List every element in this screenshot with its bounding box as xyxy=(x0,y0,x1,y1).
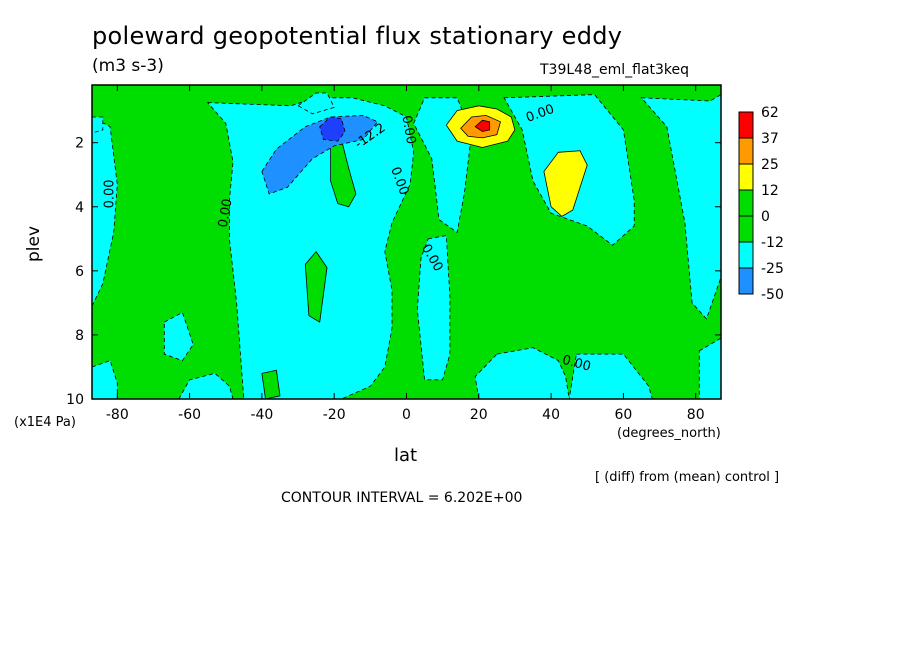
x-axis-units: (degrees_north) xyxy=(617,426,721,441)
x-axis: -80 -60 -40 -20 0 20 40 60 80 xyxy=(106,85,705,423)
x-tick-label: -80 xyxy=(106,407,129,423)
contour-region-13 xyxy=(698,337,721,399)
y-tick-label: 8 xyxy=(75,328,84,344)
x-tick-label: 60 xyxy=(614,407,632,423)
filled-contours xyxy=(92,92,721,399)
contour-region-0 xyxy=(92,116,118,307)
chart-units: (m3 s-3) xyxy=(92,56,164,76)
contour-region-16 xyxy=(261,369,281,399)
contour-region-9 xyxy=(92,360,118,399)
contour-region-6 xyxy=(640,94,721,320)
colorbar-swatch xyxy=(738,215,754,243)
y-tick-label: 10 xyxy=(66,392,84,408)
y-axis-units: (x1E4 Pa) xyxy=(14,415,76,430)
colorbar-swatch xyxy=(738,163,754,191)
colorbar-label: 0 xyxy=(761,209,770,225)
y-tick-label: 6 xyxy=(75,264,84,280)
colorbar-label: -50 xyxy=(761,287,784,303)
x-tick-label: 0 xyxy=(402,407,411,423)
colorbar-swatch xyxy=(738,137,754,165)
colorbar-label: 62 xyxy=(761,105,779,121)
x-tick-label: -40 xyxy=(250,407,273,423)
x-axis-label: lat xyxy=(394,445,418,466)
contour-region-8 xyxy=(568,353,653,399)
contour-region-12 xyxy=(178,372,234,399)
contour-region-7 xyxy=(474,347,570,399)
x-tick-label: 40 xyxy=(542,407,560,423)
diff-note: [ (diff) from (mean) control ] xyxy=(595,470,780,485)
contour-region-10 xyxy=(163,311,194,362)
run-id: T39L48_eml_flat3keq xyxy=(540,62,690,78)
contour-label-7: 0.00 xyxy=(560,353,592,375)
contour-region-15 xyxy=(304,250,328,323)
y-tick-label: 4 xyxy=(75,200,84,216)
colorbar-label: 37 xyxy=(761,131,779,147)
contour-region-1 xyxy=(206,97,415,399)
colorbar-label: 12 xyxy=(761,183,779,199)
contour-region-11 xyxy=(92,116,104,134)
x-tick-label: -20 xyxy=(323,407,346,423)
colorbar-swatch xyxy=(738,189,754,217)
colorbar-label: -25 xyxy=(761,261,784,277)
contour-region-17 xyxy=(261,114,379,195)
y-tick-label: 2 xyxy=(75,136,84,152)
colorbar-label: -12 xyxy=(761,235,784,251)
x-tick-label: 20 xyxy=(470,407,488,423)
contour-label-3: 0.00 xyxy=(398,114,418,145)
contour-region-20 xyxy=(543,150,588,217)
colorbar-label: 25 xyxy=(761,157,779,173)
x-tick-label: 80 xyxy=(687,407,705,423)
colorbar-swatch xyxy=(738,241,754,269)
y-axis-label: plev xyxy=(24,225,44,262)
contour-region-2 xyxy=(297,92,335,115)
y-axis: 2 4 6 8 10 xyxy=(66,136,721,408)
colorbar-swatch xyxy=(738,267,754,295)
colorbar: 62 37 25 12 0 -12 -25 -50 xyxy=(738,105,784,303)
chart-title: poleward geopotential flux stationary ed… xyxy=(92,22,623,50)
x-tick-label: -60 xyxy=(178,407,201,423)
contour-region-22 xyxy=(474,119,491,132)
contour-region-4 xyxy=(416,235,451,381)
contour-interval: CONTOUR INTERVAL = 6.202E+00 xyxy=(281,490,523,506)
contour-label-0: 0.00 xyxy=(103,179,118,208)
contour-label-1: 0.00 xyxy=(216,198,236,229)
colorbar-swatch xyxy=(738,111,754,139)
contour-region-18 xyxy=(319,116,346,142)
